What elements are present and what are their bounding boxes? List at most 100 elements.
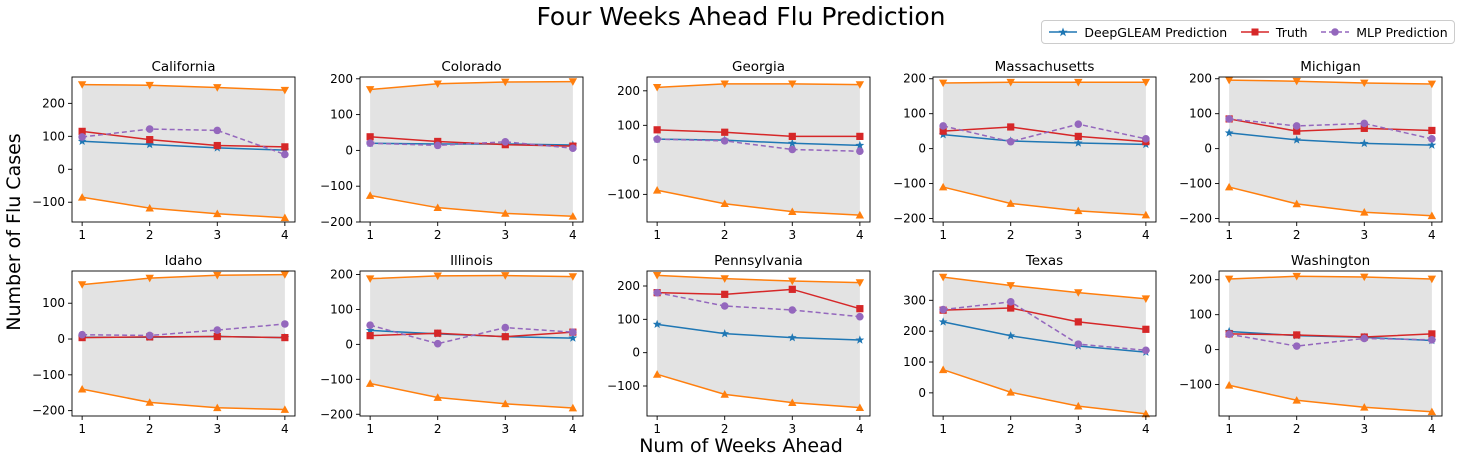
y-tick-label: 0 xyxy=(1204,343,1212,357)
deepgleam-point xyxy=(652,319,662,329)
uncertainty-band xyxy=(657,275,860,408)
lower-bound-marker xyxy=(1141,409,1151,418)
truth-point xyxy=(366,332,374,340)
subplot-title: Massachusetts xyxy=(995,59,1095,75)
y-tick-label: −100 xyxy=(607,379,640,393)
lower-bound-marker xyxy=(1427,407,1437,416)
upper-bound-marker xyxy=(652,83,662,92)
deepgleam-line xyxy=(82,140,285,151)
mlp-line xyxy=(369,324,573,345)
upper-bound-marker xyxy=(938,79,948,88)
lower-bound-marker xyxy=(855,403,865,412)
lower-bound-marker xyxy=(501,209,510,217)
mlp-point xyxy=(145,331,154,340)
axes-frame xyxy=(646,270,871,417)
lower-bound-line xyxy=(942,186,1146,216)
upper-bound-marker xyxy=(1074,78,1083,87)
legend-label-deepgleam: DeepGLEAM Prediction xyxy=(1084,24,1228,40)
x-tick-label: 3 xyxy=(501,422,509,436)
lower-bound-marker xyxy=(1224,381,1234,389)
deepgleam-point xyxy=(145,139,155,149)
x-tick-label: 1 xyxy=(78,422,86,436)
y-tick-label: 200 xyxy=(903,72,926,86)
lower-bound-marker xyxy=(145,398,154,406)
y-tick-label: −100 xyxy=(320,179,353,193)
x-tick-label: 4 xyxy=(281,422,289,436)
upper-bound-marker xyxy=(1360,79,1369,88)
truth-point xyxy=(1142,325,1150,333)
x-tick-label: 3 xyxy=(213,422,221,436)
mlp-line xyxy=(942,123,1147,143)
y-tick-label: −200 xyxy=(320,407,353,421)
lower-bound-line xyxy=(1228,186,1432,217)
x-tick-label: 3 xyxy=(788,228,796,242)
upper-bound-line xyxy=(370,274,573,280)
upper-bound-marker xyxy=(145,274,154,283)
truth-point xyxy=(1428,126,1436,135)
deepgleam-point xyxy=(568,333,578,342)
mlp-point xyxy=(720,302,729,310)
x-tick-label: 2 xyxy=(146,422,154,436)
lower-bound-line xyxy=(369,382,573,409)
y-tick-label: 100 xyxy=(1189,107,1212,121)
y-tick-label: 100 xyxy=(330,108,353,122)
upper-bound-line xyxy=(657,274,860,284)
legend-item-deepgleam: DeepGLEAM Prediction xyxy=(1048,25,1227,40)
mlp-line xyxy=(656,291,860,318)
y-tick-label: 200 xyxy=(617,279,640,293)
subplot-michigan: 1 2 3 4 −200 −100 0 100 200 Michigan xyxy=(1179,59,1443,242)
upper-bound-marker xyxy=(77,81,87,89)
truth-point xyxy=(1074,318,1082,326)
lower-bound-marker xyxy=(280,405,290,413)
x-tick-label: 1 xyxy=(1225,422,1233,436)
x-tick-label: 4 xyxy=(281,228,289,242)
x-tick-label: 3 xyxy=(1360,228,1368,242)
deepgleam-point xyxy=(1006,331,1016,340)
x-tick-label: 3 xyxy=(501,228,509,242)
upper-bound-marker xyxy=(213,84,222,92)
lower-bound-marker xyxy=(855,210,865,219)
mlp-point xyxy=(1225,330,1233,339)
lower-bound-marker xyxy=(720,390,729,398)
lower-bound-marker xyxy=(938,365,948,374)
upper-bound-marker xyxy=(433,80,442,89)
lower-bound-marker xyxy=(1427,211,1437,220)
deepgleam-point xyxy=(720,329,730,338)
mlp-point xyxy=(1360,119,1369,128)
deepgleam-point xyxy=(1359,138,1369,148)
deepgleam-line xyxy=(657,323,860,341)
upper-bound-marker xyxy=(1141,78,1151,87)
mlp-point xyxy=(213,326,222,334)
legend-label-mlp: MLP Prediction xyxy=(1356,24,1448,40)
x-tick-label: 3 xyxy=(1360,422,1368,436)
mlp-point xyxy=(1225,115,1233,123)
upper-bound-marker xyxy=(433,272,442,281)
legend-item-truth: Truth xyxy=(1240,25,1308,40)
y-tick-label: 0 xyxy=(632,153,640,167)
upper-bound-marker xyxy=(1427,80,1437,89)
deepgleam-point xyxy=(787,333,797,342)
lower-bound-marker xyxy=(77,193,87,201)
x-tick-label: 1 xyxy=(653,228,661,242)
x-tick-label: 2 xyxy=(434,422,442,436)
mlp-point xyxy=(1074,120,1083,128)
truth-point xyxy=(1007,304,1015,312)
mlp-point xyxy=(856,312,864,321)
y-tick-label: −100 xyxy=(32,368,65,382)
lower-bound-marker xyxy=(788,207,797,216)
upper-bound-line xyxy=(657,83,860,89)
upper-bound-marker xyxy=(855,81,865,89)
mlp-line xyxy=(1229,118,1433,140)
upper-bound-marker xyxy=(1074,289,1083,297)
subplot-title: Colorado xyxy=(441,59,501,75)
truth-point xyxy=(434,137,442,146)
legend-item-mlp: MLP Prediction xyxy=(1320,24,1448,40)
axes-frame xyxy=(71,270,296,417)
deepgleam-line xyxy=(943,133,1146,146)
subplot-title: Idaho xyxy=(165,253,203,269)
upper-bound-marker xyxy=(1224,76,1234,85)
truth-point xyxy=(213,332,221,341)
lower-bound-marker xyxy=(1006,199,1015,207)
truth-point xyxy=(501,333,509,341)
legend-label-truth: Truth xyxy=(1275,24,1308,40)
